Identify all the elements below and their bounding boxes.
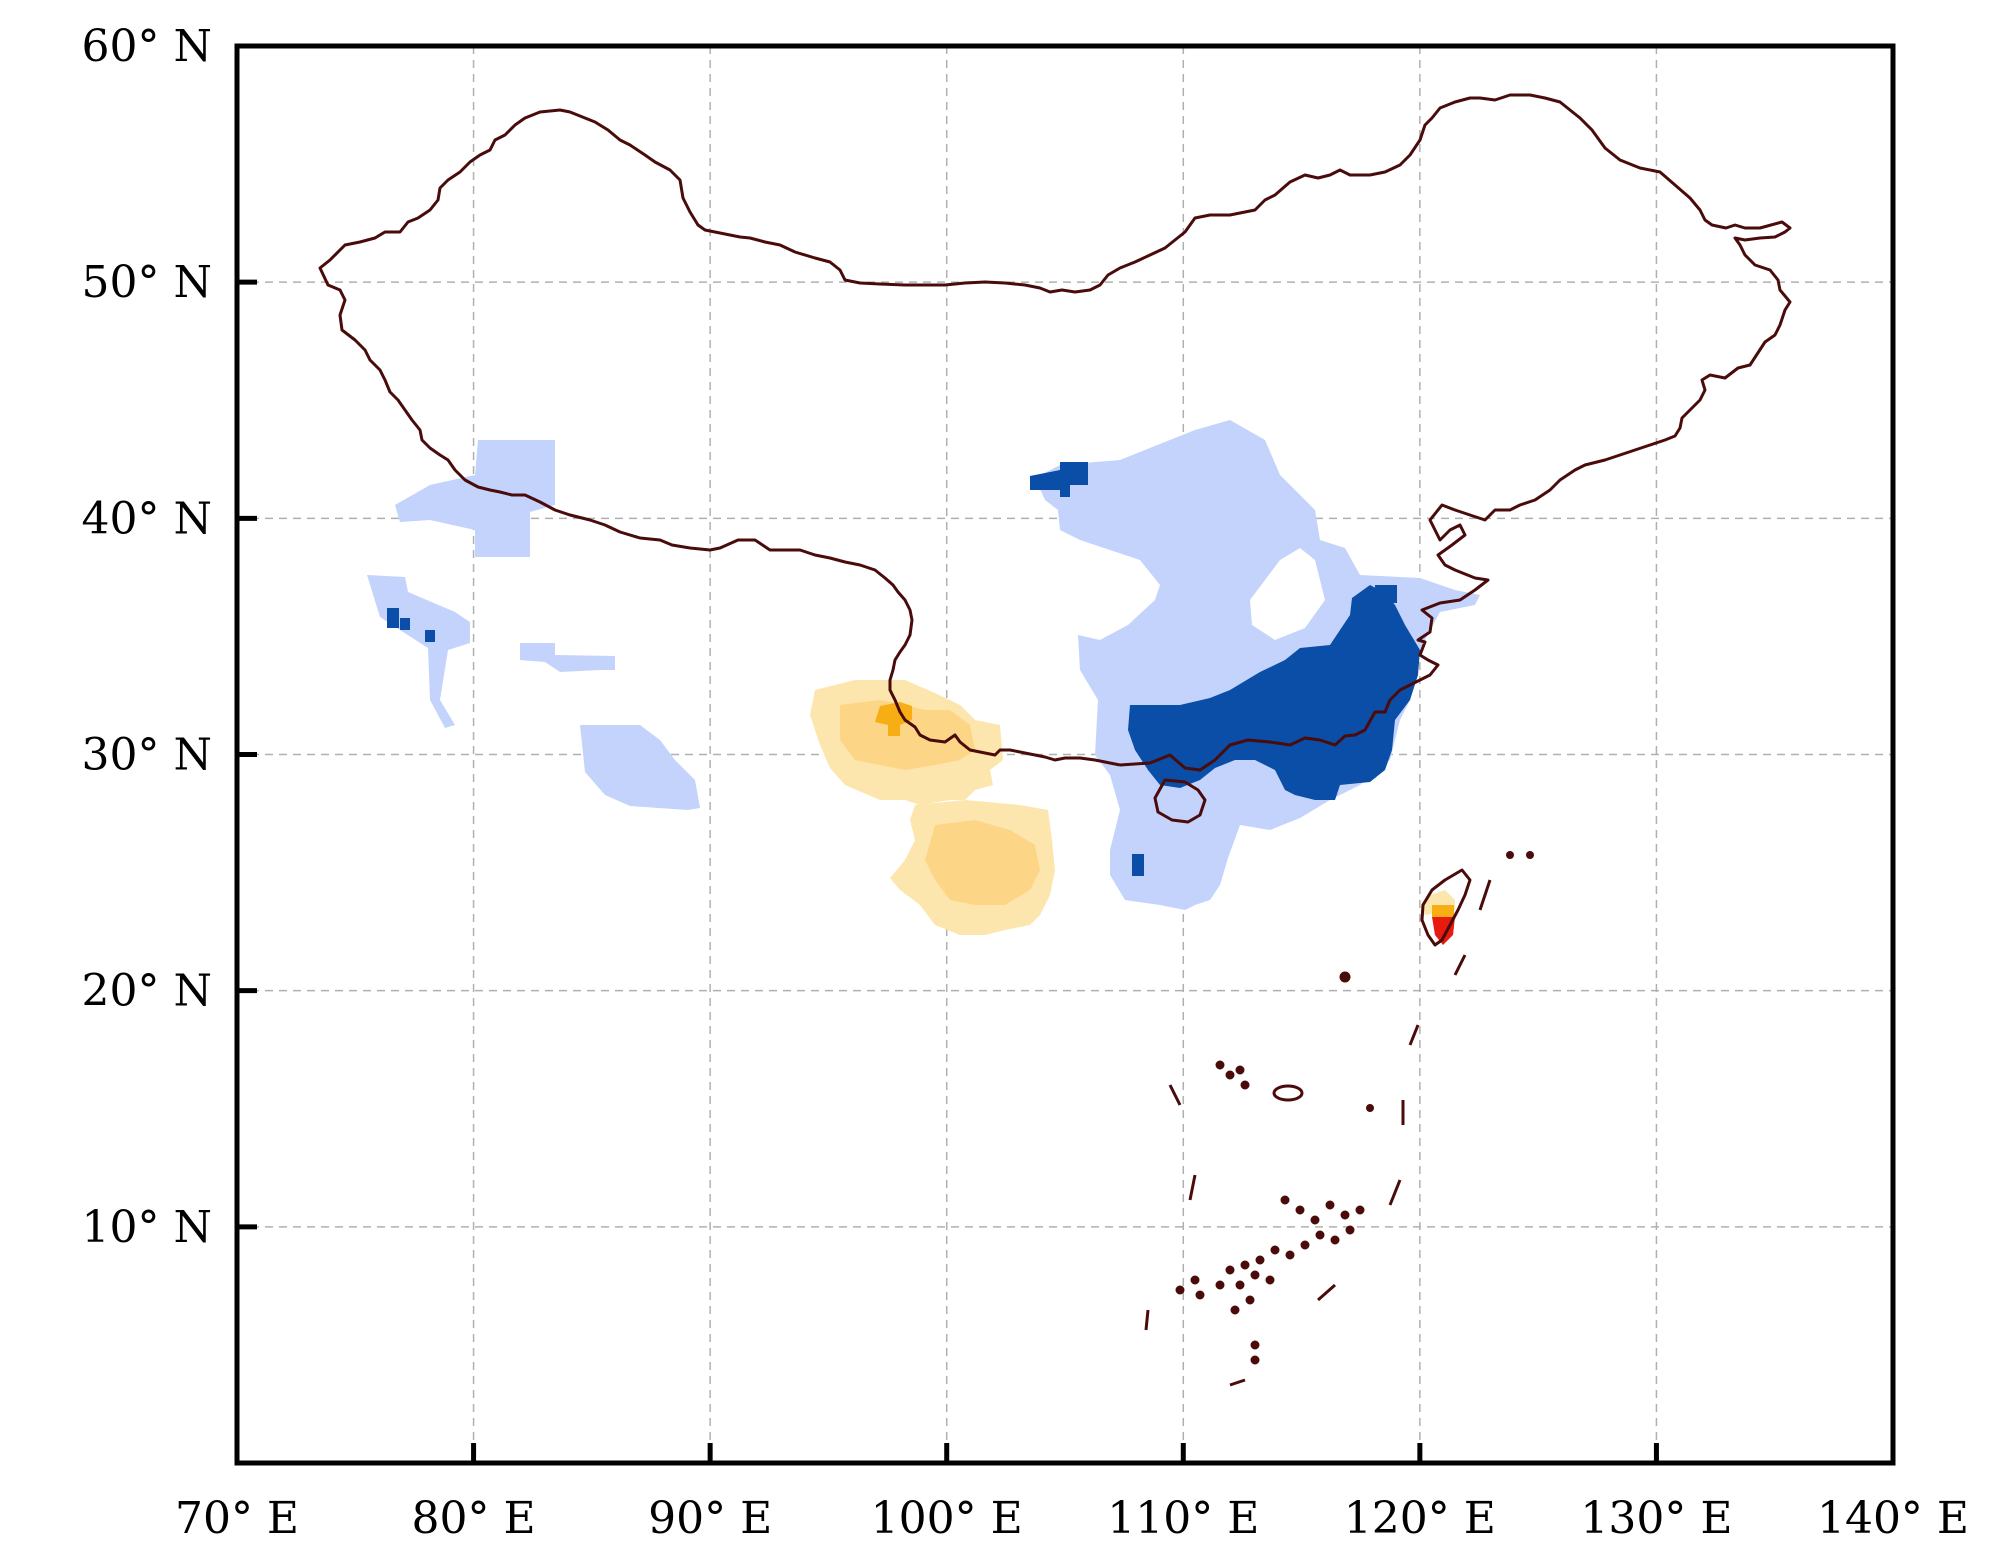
island bbox=[1250, 1340, 1260, 1350]
region-dark-blue bbox=[387, 608, 399, 628]
region-light-blue bbox=[1035, 420, 1480, 910]
x-tick-label: 140° E bbox=[1817, 1493, 1969, 1544]
island bbox=[1255, 1255, 1265, 1265]
y-tick-label: 10° N bbox=[82, 1202, 212, 1253]
boundary-dash bbox=[1188, 1174, 1197, 1201]
x-tick-label: 120° E bbox=[1344, 1493, 1496, 1544]
region-dark-blue bbox=[425, 630, 435, 642]
island bbox=[1330, 1235, 1340, 1245]
island bbox=[1265, 1275, 1275, 1285]
boundary-dash bbox=[1408, 1024, 1420, 1046]
region-orange bbox=[875, 702, 912, 736]
island bbox=[1250, 1270, 1260, 1280]
region-yellow bbox=[925, 820, 1040, 905]
island bbox=[1190, 1275, 1200, 1285]
x-tick-label: 110° E bbox=[1107, 1493, 1259, 1544]
island bbox=[1295, 1205, 1305, 1215]
island bbox=[1300, 1240, 1310, 1250]
region-light-blue bbox=[395, 440, 555, 557]
region-light-blue bbox=[580, 725, 700, 810]
boundary-dash bbox=[1168, 1084, 1182, 1106]
island bbox=[1310, 1215, 1320, 1225]
y-tick-label: 30° N bbox=[82, 730, 212, 781]
island bbox=[1235, 1065, 1245, 1075]
island bbox=[1270, 1245, 1280, 1255]
x-tick-label: 90° E bbox=[648, 1493, 772, 1544]
boundary-dash bbox=[1317, 1283, 1336, 1302]
boundary-dash bbox=[1478, 879, 1492, 911]
island bbox=[1225, 1070, 1235, 1080]
island bbox=[1272, 1084, 1304, 1102]
island bbox=[1215, 1060, 1225, 1070]
island bbox=[1240, 1260, 1250, 1270]
island bbox=[1355, 1205, 1365, 1215]
y-tick-label: 40° N bbox=[82, 493, 212, 544]
island bbox=[1195, 1290, 1205, 1300]
hainan-border bbox=[1153, 778, 1207, 824]
y-tick-label: 20° N bbox=[82, 966, 212, 1017]
x-tick-label: 80° E bbox=[412, 1493, 536, 1544]
region-dark-blue bbox=[400, 618, 410, 630]
region-dark-blue bbox=[1375, 585, 1397, 603]
island bbox=[1235, 1280, 1245, 1290]
island bbox=[1225, 1265, 1235, 1275]
island bbox=[1506, 851, 1514, 859]
x-tick-label: 100° E bbox=[871, 1493, 1023, 1544]
region-dark-blue bbox=[1030, 462, 1088, 497]
island bbox=[1285, 1250, 1295, 1260]
island bbox=[1339, 971, 1351, 983]
island bbox=[1315, 1230, 1325, 1240]
island bbox=[1280, 1195, 1290, 1205]
region-dark-blue bbox=[1132, 854, 1144, 876]
region-orange bbox=[1432, 905, 1454, 917]
island bbox=[1215, 1280, 1225, 1290]
island bbox=[1366, 1104, 1374, 1112]
island bbox=[1340, 1210, 1350, 1220]
island bbox=[1230, 1305, 1240, 1315]
taiwan-border bbox=[1420, 868, 1472, 947]
y-tick-label: 60° N bbox=[82, 21, 212, 72]
island bbox=[1250, 1355, 1260, 1365]
south-sea-islands bbox=[1144, 851, 1534, 1387]
region-white-gap bbox=[1250, 548, 1325, 640]
island bbox=[1345, 1225, 1355, 1235]
region-dark-blue bbox=[1128, 585, 1420, 800]
shaded-regions bbox=[367, 420, 1480, 945]
boundary-dash bbox=[1144, 1309, 1150, 1331]
region-dark-blue bbox=[1277, 668, 1287, 678]
y-tick-label: 50° N bbox=[82, 257, 212, 308]
x-tick-label: 130° E bbox=[1580, 1493, 1732, 1544]
axes: 70° E 80° E 90° E 100° E 110° E 120° E 130° E 1… bbox=[82, 21, 1970, 1544]
region-light-blue bbox=[520, 643, 615, 672]
region-yellow bbox=[840, 700, 975, 770]
mainland-border bbox=[318, 93, 1792, 772]
boundary-dash bbox=[1453, 954, 1467, 976]
island bbox=[1245, 1295, 1255, 1305]
island bbox=[1240, 1080, 1250, 1090]
boundary-dash bbox=[1388, 1179, 1402, 1206]
island bbox=[1526, 851, 1534, 859]
island bbox=[1175, 1285, 1185, 1295]
x-tick-label: 70° E bbox=[175, 1493, 299, 1544]
boundary-dash bbox=[1229, 1378, 1246, 1387]
country-outline bbox=[318, 93, 1792, 947]
island bbox=[1325, 1200, 1335, 1210]
